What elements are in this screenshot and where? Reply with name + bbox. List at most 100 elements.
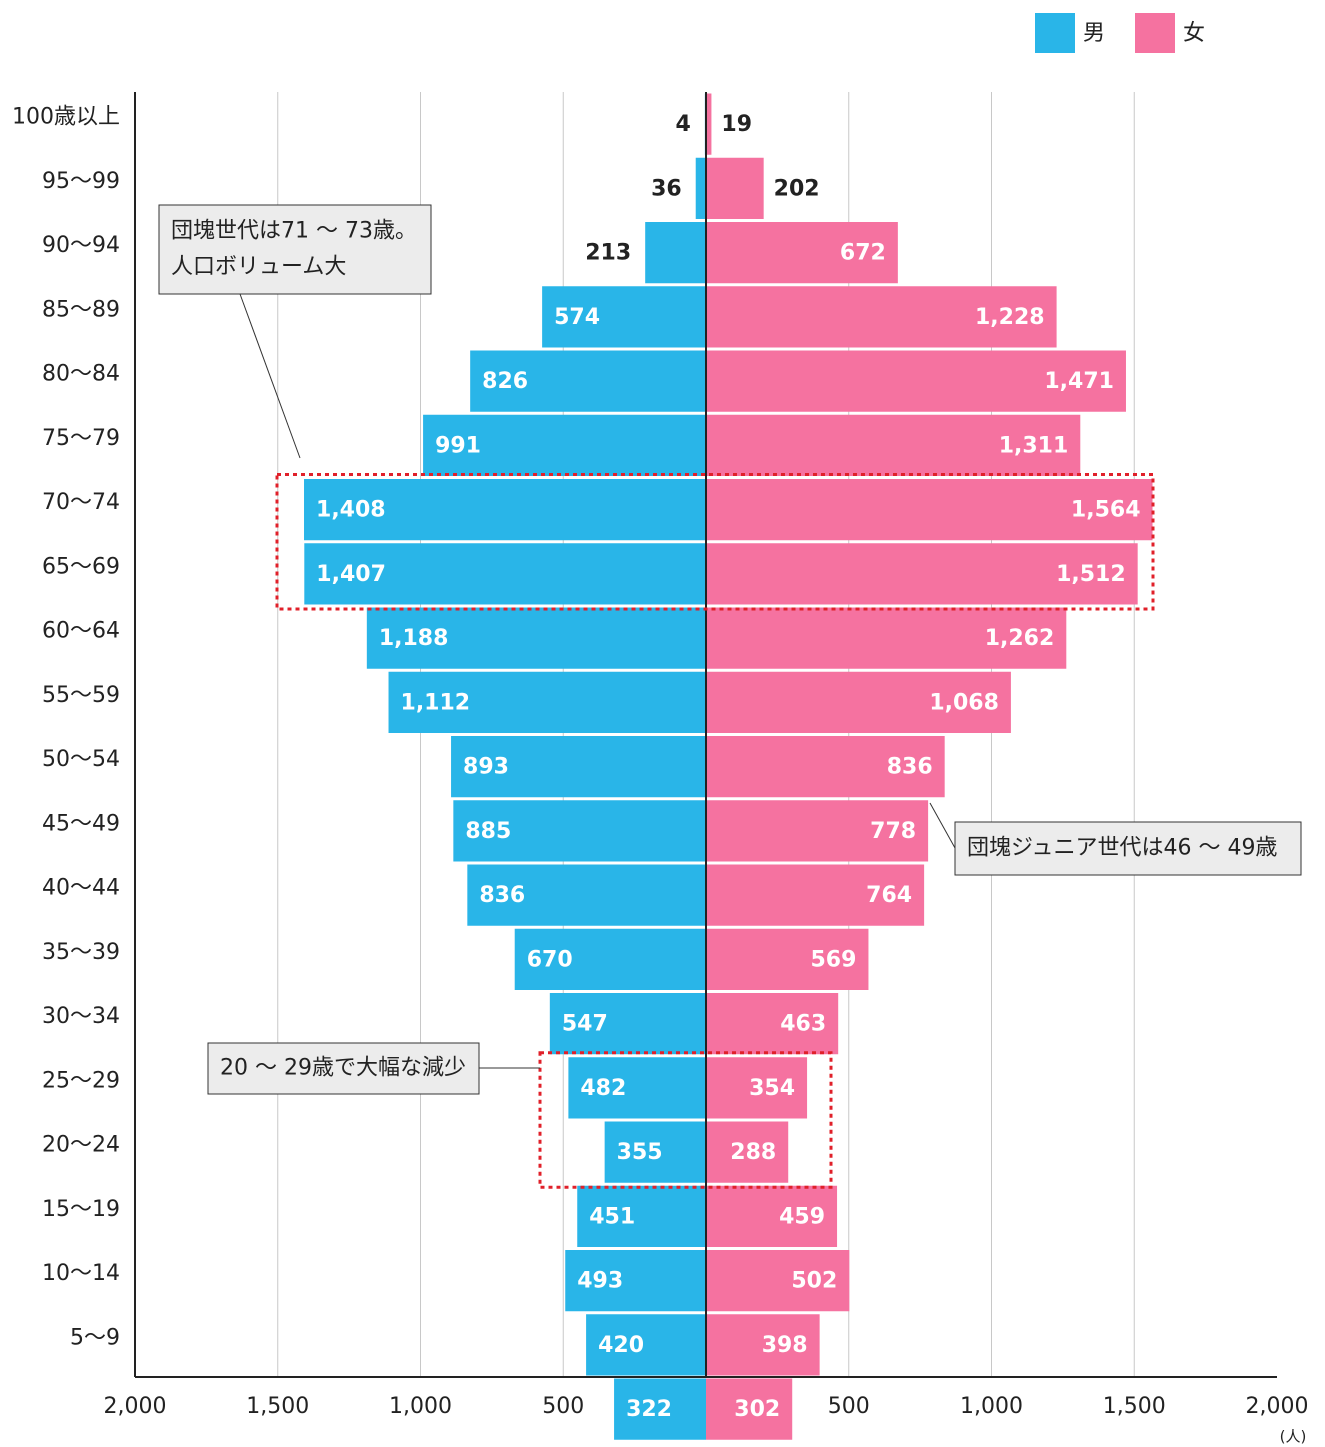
bar — [706, 350, 1126, 412]
y-tick-label: 10〜14 — [42, 1261, 120, 1286]
data-label: 836 — [479, 883, 525, 908]
y-tick-label: 20〜24 — [42, 1133, 120, 1158]
data-label: 826 — [482, 369, 528, 394]
bar — [304, 479, 706, 541]
data-label: 322 — [626, 1397, 672, 1422]
y-tick-label: 35〜39 — [42, 940, 120, 965]
data-label: 19 — [721, 112, 752, 137]
x-unit: (人) — [1280, 1428, 1307, 1446]
y-tick-label: 65〜69 — [42, 554, 120, 579]
bar — [706, 736, 945, 798]
bar — [706, 800, 929, 862]
y-tick-label: 30〜34 — [42, 1004, 120, 1029]
data-label: 398 — [762, 1333, 808, 1358]
y-tick-label: 50〜54 — [42, 747, 120, 772]
data-label: 213 — [585, 241, 631, 266]
bar — [645, 222, 706, 284]
bar — [423, 414, 706, 476]
data-label: 547 — [562, 1012, 608, 1037]
bar — [706, 993, 839, 1055]
data-label: 202 — [774, 176, 820, 201]
y-tick-label: 15〜19 — [42, 1197, 120, 1222]
bar — [366, 607, 706, 669]
y-tick-label: 60〜64 — [42, 619, 120, 644]
annotation-box — [207, 1042, 480, 1095]
data-label: 1,068 — [929, 690, 999, 715]
data-label: 991 — [435, 433, 481, 458]
x-tick-label: 1,500 — [1103, 1394, 1166, 1419]
data-label: 1,407 — [316, 562, 386, 587]
data-label: 1,408 — [316, 498, 386, 523]
annotation-box — [158, 204, 432, 295]
annotation-box — [954, 821, 1302, 876]
data-label: 502 — [791, 1269, 837, 1294]
bar — [706, 671, 1011, 733]
bar — [706, 1250, 850, 1312]
y-tick-label: 45〜49 — [42, 811, 120, 836]
bar — [706, 286, 1057, 348]
data-label: 355 — [617, 1140, 663, 1165]
bar — [706, 222, 898, 284]
data-label: 893 — [463, 755, 509, 780]
data-label: 420 — [598, 1333, 644, 1358]
bar — [568, 1057, 706, 1119]
data-label: 1,188 — [379, 626, 449, 651]
leader-line — [239, 293, 301, 459]
y-tick-label: 100歳以上 — [12, 105, 120, 130]
bar — [304, 543, 706, 605]
data-label: 778 — [870, 819, 916, 844]
bar — [614, 1378, 706, 1440]
data-label: 288 — [730, 1140, 776, 1165]
data-label: 574 — [554, 305, 600, 330]
data-label: 493 — [577, 1269, 623, 1294]
bar — [467, 864, 706, 926]
annotation-text: 人口ボリューム大 — [171, 255, 346, 280]
data-label: 451 — [589, 1204, 635, 1229]
data-label: 302 — [734, 1397, 780, 1422]
x-tick-label: 1,000 — [960, 1394, 1023, 1419]
data-label: 1,311 — [999, 433, 1069, 458]
bar — [549, 993, 706, 1055]
bar — [604, 1121, 706, 1183]
data-label: 482 — [580, 1076, 626, 1101]
data-label: 1,471 — [1044, 369, 1114, 394]
leader-line — [929, 802, 956, 849]
annotation-text: 団塊ジュニア世代は46 ～ 49歳 — [967, 836, 1277, 861]
bar — [706, 543, 1138, 605]
y-tick-label: 40〜44 — [42, 876, 120, 901]
bar — [706, 607, 1067, 669]
bar — [706, 928, 869, 990]
data-label: 1,112 — [401, 690, 471, 715]
x-tick-label: 1,000 — [389, 1394, 452, 1419]
data-label: 1,512 — [1056, 562, 1126, 587]
bar — [706, 1378, 793, 1440]
data-label: 4 — [676, 112, 691, 137]
bar — [706, 479, 1153, 541]
data-label: 836 — [887, 755, 933, 780]
y-tick-label: 85〜89 — [42, 297, 120, 322]
y-tick-label: 70〜74 — [42, 490, 120, 515]
annotation-text: 20 ～ 29歳で大幅な減少 — [220, 1056, 466, 1081]
y-tick-label: 55〜59 — [42, 683, 120, 708]
x-tick-label: 2,000 — [1246, 1394, 1309, 1419]
data-label: 885 — [465, 819, 511, 844]
bar — [388, 671, 706, 733]
bar — [514, 928, 706, 990]
bar — [706, 93, 712, 155]
bar — [451, 736, 706, 798]
legend-label: 男 — [1083, 21, 1105, 46]
bar — [706, 1185, 838, 1247]
bar — [706, 1314, 820, 1376]
bar — [470, 350, 706, 412]
data-label: 569 — [811, 947, 857, 972]
bar — [706, 414, 1081, 476]
bar — [577, 1185, 706, 1247]
y-tick-label: 95〜99 — [42, 169, 120, 194]
x-tick-label: 500 — [828, 1394, 870, 1419]
bar — [706, 864, 925, 926]
bar — [453, 800, 706, 862]
highlight-box — [275, 473, 1155, 611]
bar — [695, 157, 706, 219]
y-tick-label: 5〜9 — [70, 1325, 120, 1350]
